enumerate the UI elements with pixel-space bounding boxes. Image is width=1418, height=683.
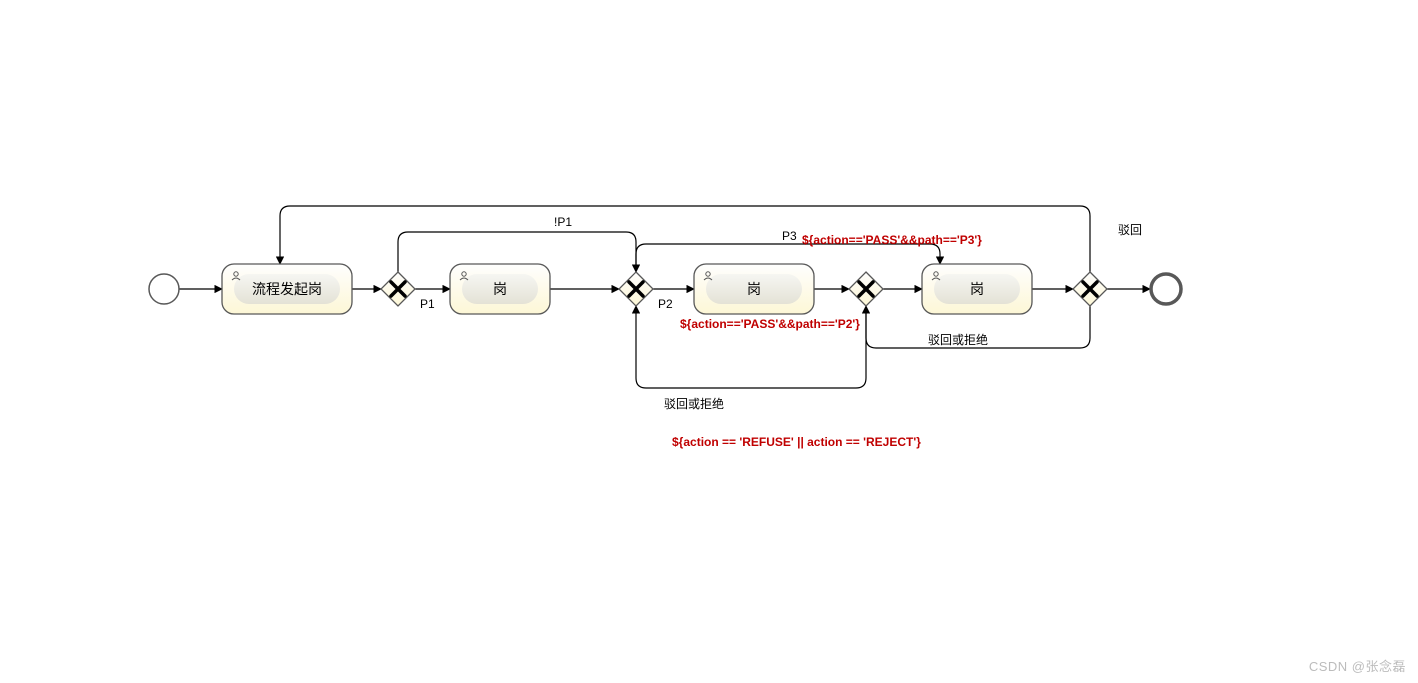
task-label-task1: 流程发起岗 (252, 281, 322, 297)
flow-expr-e_gw3_gw2_reject: ${action == 'REFUSE' || action == 'REJEC… (672, 435, 921, 449)
end-event (1151, 274, 1181, 304)
flow-label-e_gw3_gw2_reject: 驳回或拒绝 (664, 396, 724, 411)
flow-expr-e_gw2_task3: ${action=='PASS'&&path=='P2'} (680, 317, 860, 331)
bpmn-canvas: P1 !P1 P2 ${action=='PASS'&&path=='P2'} P3 ${… (0, 0, 1418, 683)
flow-label-e_gw4_task1_reject: 驳回 (1118, 223, 1142, 237)
start-event (149, 274, 179, 304)
task-label-task4: 岗 (970, 281, 984, 297)
labels-layer: P1 !P1 P2 ${action=='PASS'&&path=='P2'} P3 ${… (252, 215, 1142, 449)
task-label-task3: 岗 (747, 281, 761, 297)
flow-label-e_gw2_task4_P3: P3 (782, 229, 797, 243)
watermark: CSDN @张念磊 (1309, 656, 1406, 675)
task-label-task2: 岗 (493, 281, 507, 297)
flow-label-e_gw1_task2: P1 (420, 297, 435, 311)
flow-expr-e_gw2_task4_P3: ${action=='PASS'&&path=='P3'} (802, 233, 982, 247)
flow-label-e_gw1_gw2_notP1: !P1 (554, 215, 572, 229)
flow-label-e_gw4_gw3_reject: 驳回或拒绝 (928, 332, 988, 347)
flow-label-e_gw2_task3: P2 (658, 297, 673, 311)
